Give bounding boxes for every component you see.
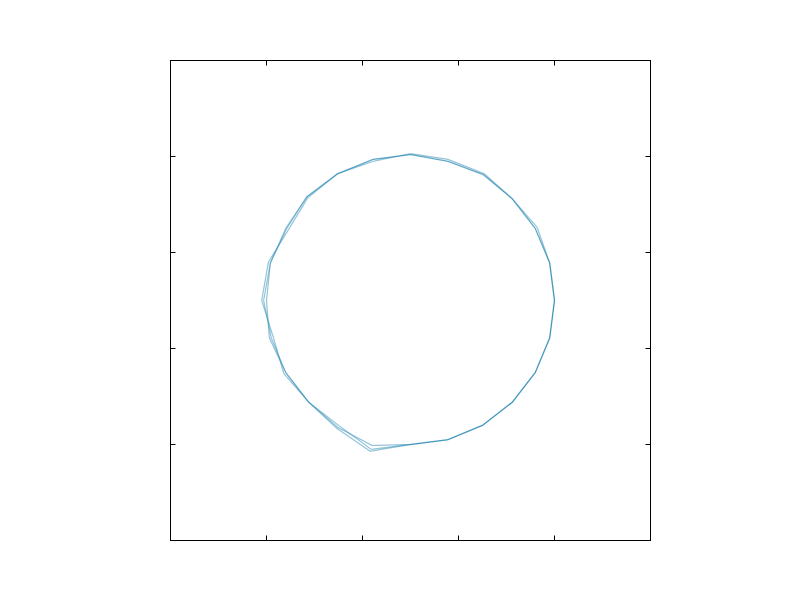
curve [265, 153, 556, 450]
axes-frame [170, 60, 651, 541]
